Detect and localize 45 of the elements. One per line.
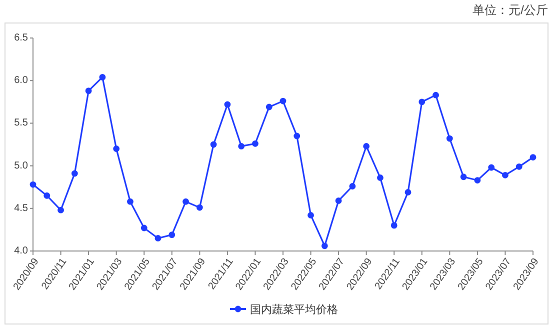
point <box>44 192 50 199</box>
y-tick-label: 5.5 <box>14 118 28 129</box>
y-tick-label: 6.0 <box>14 75 28 86</box>
point <box>154 235 162 242</box>
point <box>321 242 328 250</box>
text: 单位：元/公斤 <box>472 3 548 17</box>
legend-label: 国内蔬菜平均价格 <box>250 302 338 316</box>
point <box>446 135 453 142</box>
point <box>252 140 258 147</box>
point <box>404 189 412 196</box>
point <box>71 170 78 177</box>
point <box>224 101 231 108</box>
y-tick-label: 5.0 <box>14 160 28 172</box>
point <box>266 104 272 110</box>
point <box>349 183 356 190</box>
point <box>196 204 203 211</box>
point <box>363 143 370 150</box>
point <box>58 206 64 214</box>
point <box>168 232 176 238</box>
point <box>280 98 286 104</box>
point <box>294 132 300 140</box>
point <box>530 154 536 160</box>
point <box>127 198 134 205</box>
point <box>335 198 342 204</box>
point <box>390 222 398 229</box>
point <box>113 146 120 152</box>
point <box>516 163 522 170</box>
point <box>140 224 148 232</box>
point <box>502 172 508 178</box>
point <box>474 177 481 184</box>
point <box>460 174 467 180</box>
point <box>488 164 495 171</box>
y-tick-label: 4.0 <box>14 246 28 256</box>
point <box>85 88 92 94</box>
point <box>182 198 189 205</box>
point <box>30 181 36 188</box>
point <box>210 141 217 148</box>
point <box>308 212 314 218</box>
point <box>418 98 426 106</box>
y-tick-label: 4.5 <box>14 202 28 214</box>
point <box>99 74 106 80</box>
point <box>432 92 439 98</box>
y-tick-label: 6.5 <box>14 32 28 44</box>
point <box>377 174 384 181</box>
point <box>238 143 245 150</box>
